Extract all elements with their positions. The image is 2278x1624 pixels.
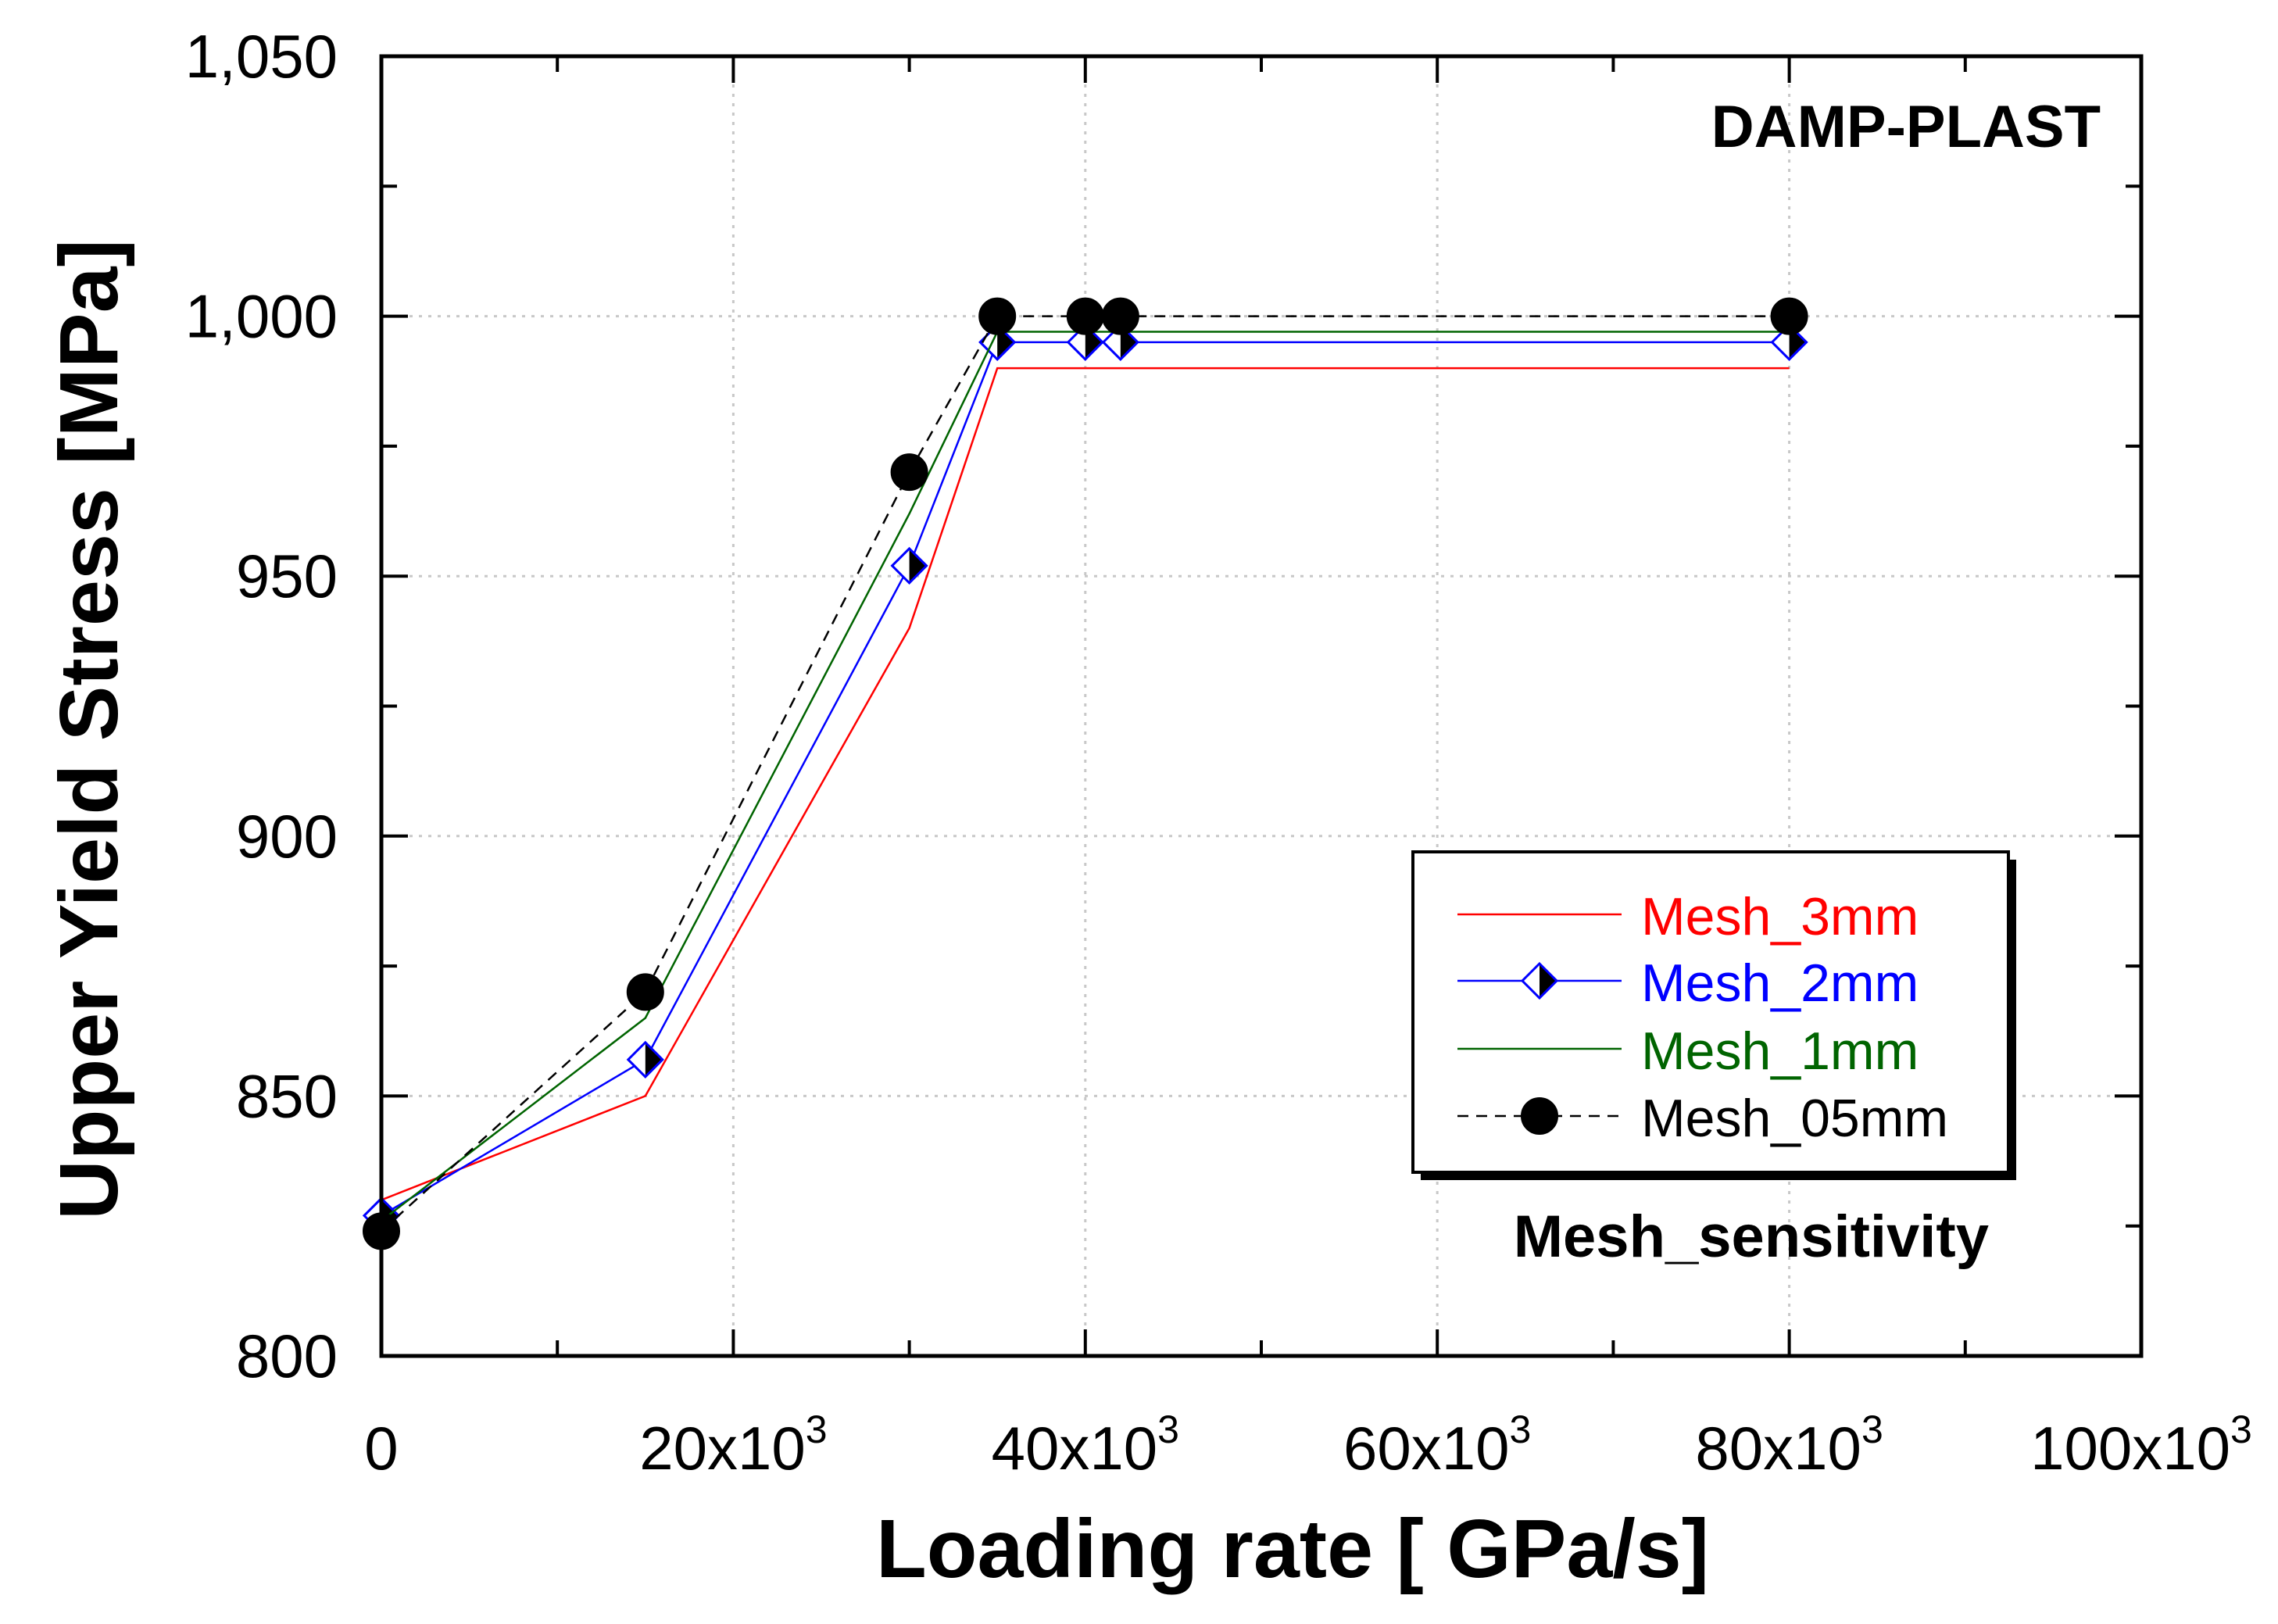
x-tick-label: 40x103 <box>992 1408 1179 1483</box>
data-series <box>362 297 1808 1250</box>
x-tick-label: 20x103 <box>639 1408 827 1483</box>
data-point-marker <box>890 546 928 585</box>
legend-label: Mesh_2mm <box>1641 953 1919 1013</box>
data-point-marker <box>626 1040 664 1078</box>
legend-label: Mesh_05mm <box>1641 1089 1948 1148</box>
series-mesh-05mm <box>363 297 1808 1250</box>
legend-box <box>1411 850 2010 1174</box>
model-annotation: DAMP-PLAST <box>1711 94 2101 160</box>
legend-marker <box>1520 961 1559 1000</box>
x-tick-labels: 0 20x103 40x103 60x103 80x103 100x103 <box>364 1408 2252 1483</box>
y-axis-title: Upper Yield Stress [MPa] <box>43 239 135 1220</box>
series-mesh-2mm <box>362 323 1808 1235</box>
x-tick-label: 0 <box>364 1414 398 1483</box>
y-tick-label: 850 <box>236 1061 338 1130</box>
legend-label: Mesh_1mm <box>1641 1021 1919 1081</box>
y-tick-label: 1,000 <box>185 282 338 351</box>
series-line <box>381 367 1790 1201</box>
legend-item: Mesh_2mm <box>1457 953 1919 1013</box>
plot-area-frame <box>379 54 2144 1358</box>
y-tick-label: 900 <box>236 802 338 871</box>
legend-item: Mesh_1mm <box>1457 1021 1919 1081</box>
legend-marker <box>1521 1097 1558 1135</box>
data-point-marker <box>1066 297 1104 335</box>
grid-lines <box>381 56 2141 1356</box>
x-tick-label: 100x103 <box>2030 1408 2252 1483</box>
x-axis-title: Loading rate [ GPa/s] <box>876 1503 1709 1595</box>
data-point-marker <box>890 453 928 492</box>
y-tick-label: 950 <box>236 542 338 610</box>
legend-item: Mesh_3mm <box>1457 887 1919 946</box>
data-point-marker <box>626 973 664 1011</box>
x-tick-label: 60x103 <box>1343 1408 1531 1483</box>
x-tick-label: 80x103 <box>1695 1408 1883 1483</box>
legend-item: Mesh_05mm <box>1457 1089 1948 1148</box>
y-tick-label: 1,050 <box>185 22 338 91</box>
legend: Mesh_3mm Mesh_2mm Mesh_1mm Mesh_05mm <box>1411 850 2016 1180</box>
series-mesh-3mm <box>381 367 1790 1201</box>
data-point-marker <box>1770 297 1808 335</box>
data-point-marker <box>1101 323 1139 361</box>
legend-label: Mesh_3mm <box>1641 887 1919 946</box>
study-annotation: Mesh_sensitivity <box>1514 1204 1989 1270</box>
data-point-marker <box>978 297 1017 335</box>
y-tick-labels: 800 850 900 950 1,000 1,050 <box>185 22 338 1390</box>
y-tick-label: 800 <box>236 1322 338 1390</box>
data-point-marker <box>1101 297 1139 335</box>
